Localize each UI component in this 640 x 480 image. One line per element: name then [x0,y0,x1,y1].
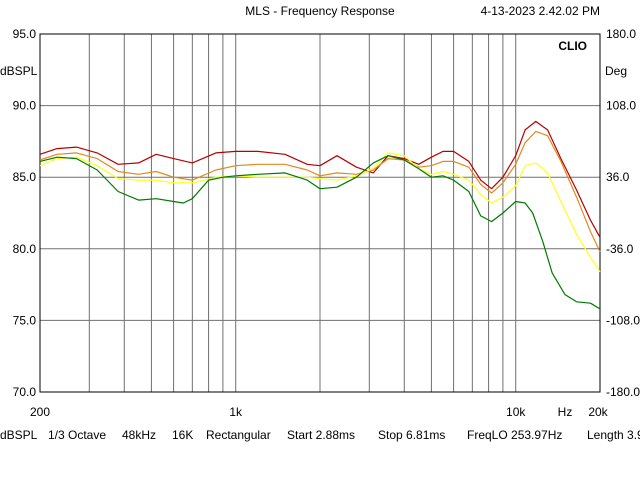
footer-item: FreqLO 253.97Hz [467,428,562,442]
right-tick-label: 108.0 [606,99,636,113]
right-axis-ticks: 180.0 108.0 36.0 -36.0 -108.0 -180.0 [606,27,640,399]
footer-parameters: dBSPL 1/3 Octave 48kHz 16K Rectangular Start … [0,428,640,442]
footer-item: 1/3 Octave [48,428,106,442]
left-tick-label: 85.0 [13,170,37,184]
x-axis-ticks: 200 1k 10k Hz 20k [30,405,609,419]
footer-item: Rectangular [206,428,271,442]
x-tick-label: 200 [30,405,50,419]
plot-frame [39,33,601,393]
footer-item: Start 2.88ms [287,428,355,442]
left-tick-label: 95.0 [13,27,37,41]
left-tick-label: 75.0 [13,313,37,327]
series-group [39,120,601,310]
left-axis-ticks: 95.0 90.0 85.0 80.0 75.0 70.0 [13,27,37,399]
series-line-yellow [39,152,601,273]
right-tick-label: -108.0 [606,313,640,327]
left-tick-label: 90.0 [13,99,37,113]
chart-title: MLS - Frequency Response [245,4,395,18]
brand-label: CLIO [558,39,587,53]
left-axis-unit: dBSPL [0,64,38,78]
x-tick-label: 10k [506,405,526,419]
footer-item: 48kHz [122,428,156,442]
left-tick-label: 80.0 [13,242,37,256]
footer-item: dBSPL [0,428,38,442]
footer-item: 16K [172,428,193,442]
footer-item: Stop 6.81ms [378,428,445,442]
series-line-orange [39,130,601,252]
x-tick-label: 1k [229,405,243,419]
right-tick-label: 180.0 [606,27,636,41]
x-tick-label: 20k [588,405,608,419]
timestamp: 4-13-2023 2.42.02 PM [481,4,600,18]
footer-item: Length 3.93ms [587,428,640,442]
grid [40,34,600,392]
x-tick-label: Hz [558,405,573,419]
right-tick-label: -180.0 [606,385,640,399]
left-tick-label: 70.0 [13,385,37,399]
right-tick-label: -36.0 [606,242,634,256]
right-tick-label: 36.0 [606,170,630,184]
right-axis-unit: Deg [605,64,627,78]
series-line-green [39,155,601,310]
